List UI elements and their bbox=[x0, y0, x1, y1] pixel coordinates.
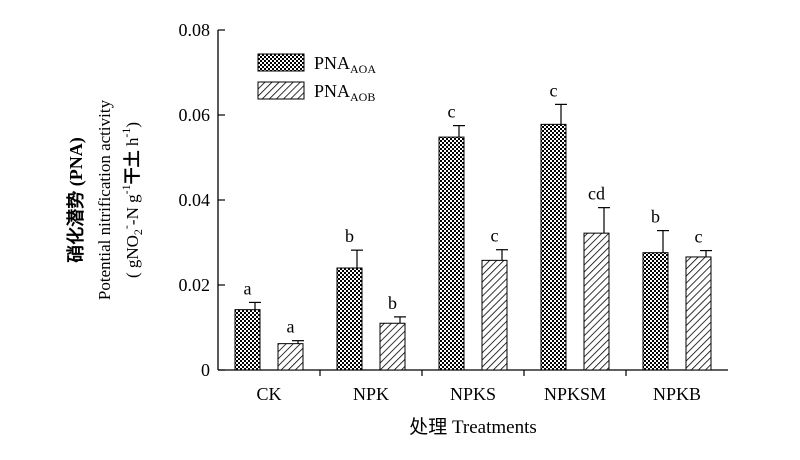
y-axis-title-cn: 硝化潜势 (PNA) bbox=[65, 137, 87, 262]
legend-label-aob: PNAAOB bbox=[314, 81, 375, 104]
bars bbox=[234, 123, 712, 371]
bar-aoa-npksm bbox=[540, 123, 567, 371]
significance-letter: b bbox=[345, 226, 354, 246]
y-tick-label: 0.06 bbox=[179, 105, 211, 125]
significance-letter: a bbox=[287, 317, 295, 337]
x-tick-label: NPKSM bbox=[544, 384, 606, 404]
bar-aob-npks bbox=[481, 259, 508, 371]
y-tick-label: 0.02 bbox=[179, 275, 211, 295]
y-axis-unit: ( gNO2--N g-1干土 h-1) bbox=[119, 122, 145, 278]
y-tick-label: 0.08 bbox=[179, 20, 211, 40]
significance-letter: a bbox=[244, 278, 252, 298]
legend-swatch-aoa bbox=[257, 53, 305, 72]
y-axis-title: 硝化潜势 (PNA) Potential nitrification activ… bbox=[65, 99, 145, 300]
significance-letter: b bbox=[651, 207, 660, 227]
bar-aoa-ck bbox=[234, 309, 261, 371]
significance-letter: c bbox=[695, 227, 703, 247]
significance-letter: c bbox=[550, 80, 558, 100]
significance-letter: cd bbox=[588, 184, 605, 204]
bar-aob-npk bbox=[379, 322, 406, 371]
x-axis-title: 处理 Treatments bbox=[409, 416, 537, 438]
legend-item-aoa: PNAAOA bbox=[257, 53, 376, 76]
legend-item-aob: PNAAOB bbox=[257, 81, 375, 104]
legend-label-aoa: PNAAOA bbox=[314, 53, 376, 76]
bar-aoa-npkb bbox=[642, 252, 669, 371]
bar-aoa-npks bbox=[438, 136, 465, 371]
legend-swatch-aob bbox=[257, 81, 305, 100]
x-tick-label: NPKS bbox=[450, 384, 496, 404]
bar-aoa-npk bbox=[336, 267, 363, 371]
significance-letter: c bbox=[448, 102, 456, 122]
x-tick-label: NPK bbox=[353, 384, 389, 404]
x-ticks: CK NPK NPKS NPKSM NPKB bbox=[256, 370, 701, 404]
legend: PNAAOA PNAAOB bbox=[257, 53, 376, 104]
bar-aob-npksm bbox=[583, 232, 610, 371]
y-tick-label: 0.04 bbox=[179, 190, 211, 210]
bar-aob-npkb bbox=[685, 256, 712, 371]
significance-letter: b bbox=[388, 293, 397, 313]
y-axis-title-en: Potential nitrification activity bbox=[95, 99, 114, 300]
y-ticks: 0 0.02 0.04 0.06 0.08 bbox=[179, 20, 225, 380]
error-bars bbox=[249, 103, 712, 344]
significance-letters: a a b b c c c cd b c bbox=[244, 80, 703, 336]
bar-aob-ck bbox=[277, 343, 304, 371]
y-tick-label: 0 bbox=[201, 360, 210, 380]
x-tick-label: CK bbox=[256, 384, 281, 404]
x-tick-label: NPKB bbox=[653, 384, 701, 404]
significance-letter: c bbox=[491, 226, 499, 246]
